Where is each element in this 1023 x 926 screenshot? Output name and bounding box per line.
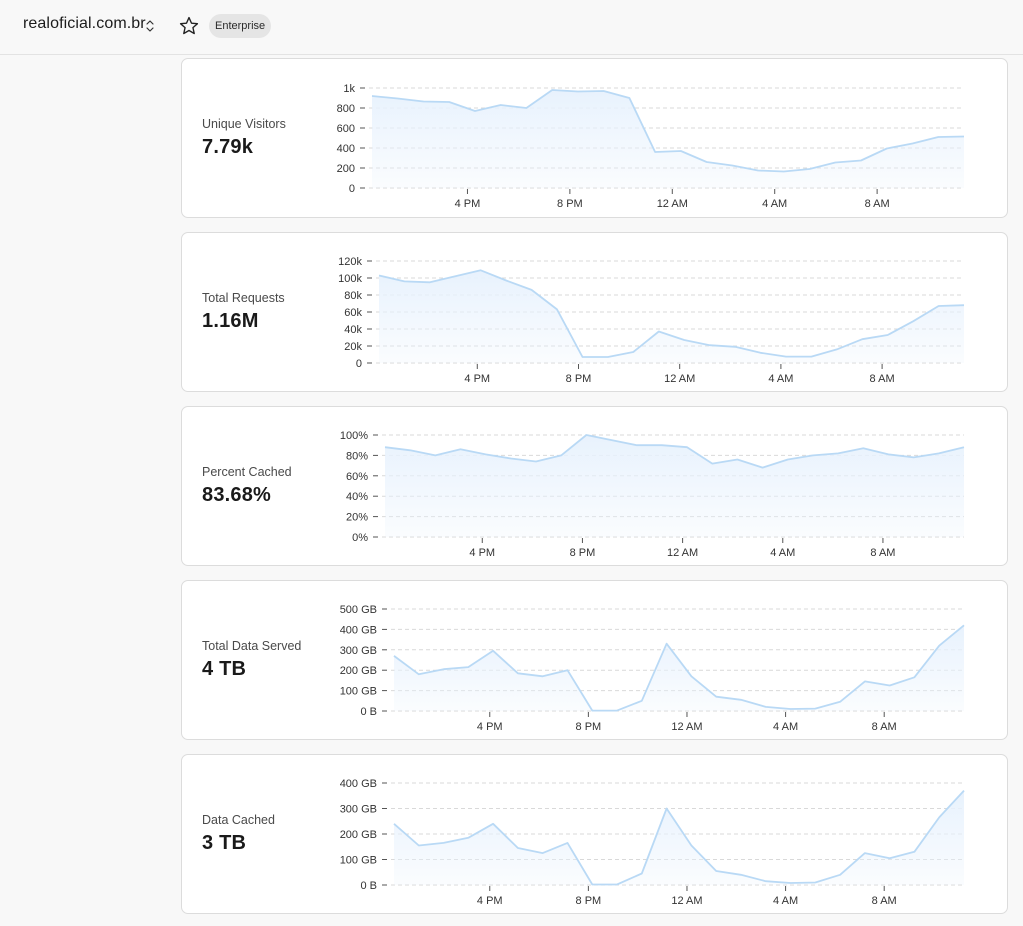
series-area [394, 790, 964, 885]
y-tick-label: 200 GB [340, 665, 377, 677]
y-tick-label: 200 GB [340, 829, 377, 841]
x-tick-label: 12 AM [657, 198, 688, 210]
card-percent-cached: Percent Cached 83.68% 100% 80% 60% 40% 20% 0%… [181, 406, 1008, 566]
y-tick-label: 100 GB [340, 855, 377, 867]
series-line [371, 89, 965, 173]
y-tick-label: 120k [338, 256, 362, 268]
metric-value: 83.68% [202, 484, 272, 506]
x-tick-label: 4 AM [768, 373, 793, 385]
y-tick-label: 100 GB [340, 686, 377, 698]
y-tick-label: 100% [340, 430, 368, 442]
series-area [379, 270, 964, 363]
y-tick-label: 100k [338, 273, 362, 285]
x-tick-label: 8 AM [870, 547, 895, 559]
y-tick-label: 300 GB [340, 804, 377, 816]
metric-label: Unique Visitors [202, 117, 286, 131]
x-tick-label: 4 AM [762, 198, 787, 210]
series-line [393, 624, 965, 712]
x-tick-label: 8 AM [872, 895, 897, 907]
y-tick-label: 0 B [360, 880, 377, 892]
x-tick-label: 4 PM [455, 198, 481, 210]
card-data-cached: Data Cached 3 TB 400 GB 300 GB 200 GB 100 G… [181, 754, 1008, 914]
metric-value: 4 TB [202, 658, 247, 680]
x-tick-label: 4 PM [477, 895, 503, 907]
y-tick-label: 300 GB [340, 645, 377, 657]
chevron-up-down-icon[interactable] [144, 16, 156, 36]
x-tick-label: 12 AM [671, 721, 702, 733]
x-tick-label: 12 AM [667, 547, 698, 559]
y-tick-label: 60% [346, 471, 368, 483]
card-total-requests: Total Requests 1.16M 120k 100k 80k 60k 40k 20… [181, 232, 1008, 392]
series-line [384, 434, 965, 469]
y-tick-label: 500 GB [340, 604, 377, 616]
y-tick-label: 0 [356, 358, 362, 370]
y-tick-label: 1k [343, 83, 355, 95]
top-bar: realoficial.com.br Enterprise [0, 0, 1023, 55]
x-tick-label: 8 AM [872, 721, 897, 733]
y-tick-label: 80k [344, 290, 362, 302]
series-line [393, 789, 965, 886]
x-tick-label: 8 PM [570, 547, 596, 559]
x-tick-label: 8 PM [566, 373, 592, 385]
y-tick-label: 0% [352, 532, 368, 544]
x-tick-label: 8 AM [870, 373, 895, 385]
y-tick-label: 800 [337, 103, 355, 115]
x-tick-label: 4 PM [477, 721, 503, 733]
y-tick-label: 80% [346, 450, 368, 462]
metric-label: Total Data Served [202, 639, 302, 653]
total-data-served-chart: 500 GB 400 GB 300 GB 200 GB 100 GB 0 B 4 PM 8 P… [340, 604, 965, 733]
x-tick-label: 8 PM [576, 895, 602, 907]
y-tick-label: 400 [337, 143, 355, 155]
star-icon[interactable] [178, 15, 200, 37]
x-tick-label: 4 AM [773, 895, 798, 907]
x-tick-label: 4 AM [773, 721, 798, 733]
series-line [378, 269, 965, 358]
metric-label: Percent Cached [202, 465, 292, 479]
metric-value: 3 TB [202, 832, 247, 854]
plan-badge: Enterprise [209, 14, 272, 38]
series-area [385, 435, 964, 537]
y-tick-label: 20% [346, 512, 368, 524]
y-tick-label: 60k [344, 307, 362, 319]
x-tick-label: 8 PM [557, 198, 583, 210]
metric-value: 1.16M [202, 310, 259, 332]
metric-value: 7.79k [202, 136, 254, 158]
card-total-data-served: Total Data Served 4 TB 500 GB 400 GB 300 G… [181, 580, 1008, 740]
total-requests-chart: 120k 100k 80k 60k 40k 20k 0 4 PM 8 PM 12 AM 4 AM 8 … [338, 256, 965, 385]
y-tick-label: 20k [344, 341, 362, 353]
x-tick-label: 4 AM [770, 547, 795, 559]
y-tick-label: 600 [337, 123, 355, 135]
metric-label: Data Cached [202, 813, 275, 827]
y-tick-label: 0 B [360, 706, 377, 718]
y-tick-label: 200 [337, 163, 355, 175]
metric-label: Total Requests [202, 291, 285, 305]
y-tick-label: 400 GB [340, 778, 377, 790]
y-tick-label: 40% [346, 491, 368, 503]
site-selector[interactable]: realoficial.com.br [23, 15, 146, 32]
x-tick-label: 8 AM [865, 198, 890, 210]
x-tick-label: 12 AM [671, 895, 702, 907]
x-tick-label: 8 PM [576, 721, 602, 733]
series-area [372, 90, 964, 188]
x-tick-label: 4 PM [464, 373, 490, 385]
x-tick-label: 12 AM [664, 373, 695, 385]
card-unique-visitors: Unique Visitors 7.79k 1k 800 600 400 200 0 4 P… [181, 58, 1008, 218]
y-tick-label: 400 GB [340, 624, 377, 636]
y-tick-label: 40k [344, 324, 362, 336]
series-area [394, 625, 964, 711]
y-tick-label: 0 [349, 183, 355, 195]
data-cached-chart: 400 GB 300 GB 200 GB 100 GB 0 B 4 PM 8 PM 12 AM… [340, 778, 965, 907]
unique-visitors-chart: 1k 800 600 400 200 0 4 PM 8 PM 12 AM 4 AM 8 AM [337, 83, 965, 210]
x-tick-label: 4 PM [469, 547, 495, 559]
percent-cached-chart: 100% 80% 60% 40% 20% 0% 4 PM 8 PM 12 AM 4 AM 8 AM [340, 430, 965, 559]
